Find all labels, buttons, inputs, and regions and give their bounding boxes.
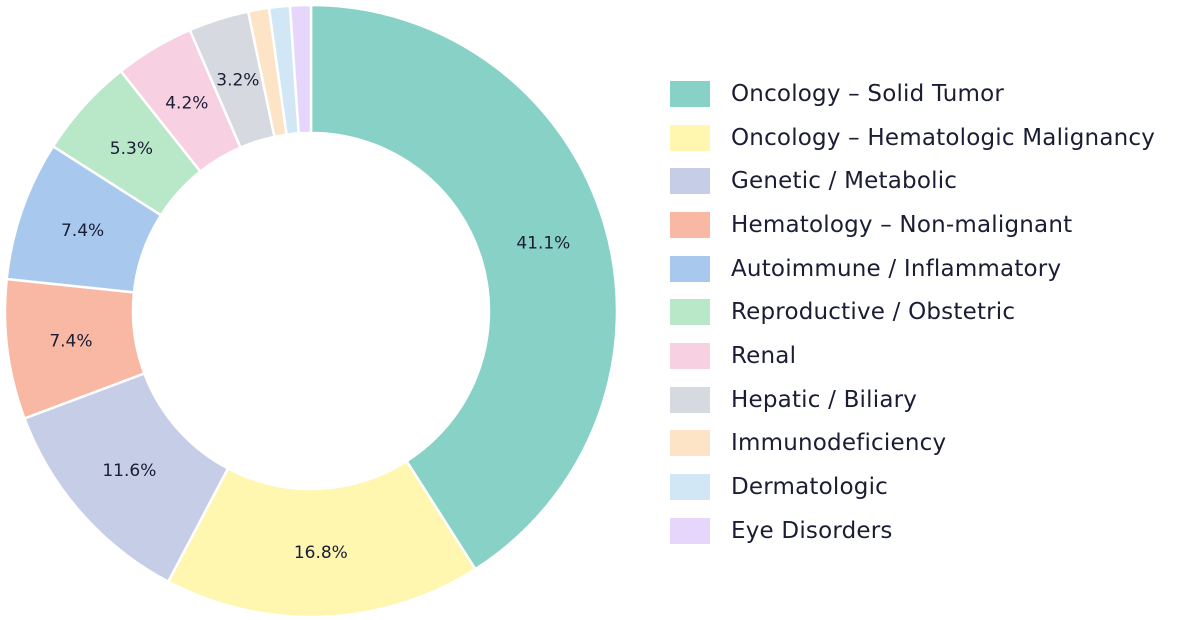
legend-item-oncology-solid-tumor: Oncology – Solid Tumor — [670, 72, 1155, 116]
legend-label: Immunodeficiency — [731, 430, 947, 457]
legend-label: Reproductive / Obstetric — [731, 299, 1016, 326]
legend-swatch — [670, 255, 710, 282]
slice-label-reproductive-obstetric: 5.3% — [110, 139, 153, 159]
legend-item-renal: Renal — [670, 334, 1155, 378]
legend-swatch — [670, 342, 710, 369]
legend-label: Eye Disorders — [731, 517, 893, 544]
slice-oncology-solid-tumor — [309, 3, 619, 571]
legend-swatch — [670, 474, 710, 501]
slice-label-renal: 4.2% — [165, 93, 208, 113]
legend-label: Genetic / Metabolic — [731, 168, 958, 195]
legend-item-eye-disorders: Eye Disorders — [670, 509, 1155, 553]
legend-swatch — [670, 517, 710, 544]
legend-label: Hematology – Non-malignant — [731, 211, 1073, 238]
legend-swatch — [670, 80, 710, 107]
legend-item-hepatic-biliary: Hepatic / Biliary — [670, 378, 1155, 422]
legend-label: Dermatologic — [731, 474, 888, 501]
legend-swatch — [670, 386, 710, 413]
legend-item-reproductive-obstetric: Reproductive / Obstetric — [670, 290, 1155, 334]
slice-eye-disorders — [288, 3, 313, 135]
legend-item-immunodeficiency: Immunodeficiency — [670, 422, 1155, 466]
legend-swatch — [670, 430, 710, 457]
slice-oncology-hematologic-malignancy — [166, 459, 477, 619]
legend-item-hematology-non-malignant: Hematology – Non-malignant — [670, 203, 1155, 247]
slice-label-genetic-metabolic: 11.6% — [102, 461, 156, 481]
slice-label-hepatic-biliary: 3.2% — [216, 70, 259, 90]
slice-labels-group: 41.1% 16.8% 11.6% 7.4% 7.4% 5.3% 4.2% 3.2% — [49, 70, 570, 562]
legend-item-dermatologic: Dermatologic — [670, 465, 1155, 509]
legend-item-oncology-hematologic-malignancy: Oncology – Hematologic Malignancy — [670, 116, 1155, 160]
legend: Oncology – Solid Tumor Oncology – Hematol… — [670, 72, 1155, 553]
legend-label: Hepatic / Biliary — [731, 386, 918, 413]
legend-swatch — [670, 211, 710, 238]
slice-label-oncology-hematologic-malignancy: 16.8% — [294, 543, 348, 563]
slice-label-hematology-non-malignant: 7.4% — [49, 332, 92, 352]
legend-item-autoimmune-inflammatory: Autoimmune / Inflammatory — [670, 247, 1155, 291]
slice-label-autoimmune-inflammatory: 7.4% — [61, 221, 104, 241]
slices-group — [3, 3, 619, 619]
legend-label: Renal — [731, 342, 797, 369]
legend-label: Oncology – Hematologic Malignancy — [731, 124, 1156, 151]
legend-swatch — [670, 299, 710, 326]
legend-item-genetic-metabolic: Genetic / Metabolic — [670, 159, 1155, 203]
legend-label: Autoimmune / Inflammatory — [731, 255, 1062, 282]
legend-swatch — [670, 168, 710, 195]
donut-chart: 41.1% 16.8% 11.6% 7.4% 7.4% 5.3% 4.2% 3.2% — [3, 3, 619, 619]
slice-label-oncology-solid-tumor: 41.1% — [516, 233, 570, 253]
legend-swatch — [670, 124, 710, 151]
legend-label: Oncology – Solid Tumor — [731, 80, 1005, 107]
